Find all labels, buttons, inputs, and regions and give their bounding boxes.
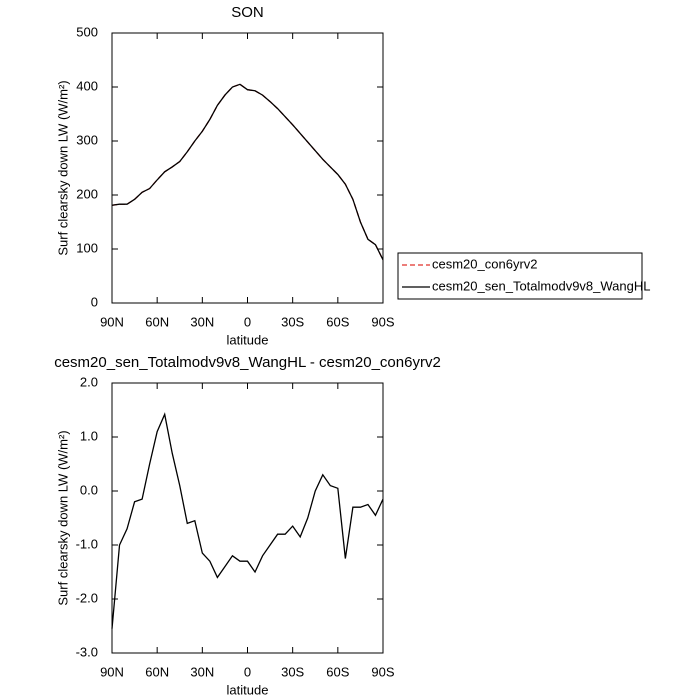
y-tick-label: 100 [76, 240, 98, 255]
y-tick-label: 1.0 [80, 428, 98, 443]
plot-frame [111, 32, 384, 304]
y-axis-label: Surf clearsky down LW (W/m²) [55, 430, 70, 605]
legend-frame [397, 252, 643, 300]
chart-title: cesm20_sen_Totalmodv9v8_WangHL - cesm20_… [54, 354, 441, 371]
x-tick-label: 0 [244, 664, 251, 679]
y-tick-label: 200 [76, 186, 98, 201]
data-line [111, 412, 384, 629]
x-tick-label: 30N [190, 314, 214, 329]
y-axis-label: Surf clearsky down LW (W/m²) [55, 80, 70, 255]
x-tick-label: 30S [281, 314, 304, 329]
y-tick-label: 0 [91, 294, 98, 309]
y-tick-label: 400 [76, 78, 98, 93]
x-tick-label: 60N [145, 664, 169, 679]
x-axis-label: latitude [227, 682, 269, 697]
y-tick-label: 500 [76, 24, 98, 39]
x-tick-label: 0 [244, 314, 251, 329]
y-tick-label: 0.0 [80, 482, 98, 497]
x-tick-label: 60N [145, 314, 169, 329]
y-tick-label: 2.0 [80, 374, 98, 389]
y-tick-label: -3.0 [76, 644, 98, 659]
x-tick-label: 90N [100, 664, 124, 679]
plot-frame [111, 382, 384, 654]
data-line [111, 83, 384, 261]
x-tick-label: 90S [371, 664, 394, 679]
x-tick-label: 90N [100, 314, 124, 329]
y-tick-label: 300 [76, 132, 98, 147]
x-tick-label: 30S [281, 664, 304, 679]
chart-title: SON [231, 4, 264, 21]
y-tick-label: -2.0 [76, 590, 98, 605]
x-tick-label: 60S [326, 314, 349, 329]
y-tick-label: -1.0 [76, 536, 98, 551]
x-tick-label: 90S [371, 314, 394, 329]
legend-label: cesm20_con6yrv2 [432, 256, 538, 271]
x-axis-label: latitude [227, 332, 269, 347]
x-tick-label: 60S [326, 664, 349, 679]
data-line [111, 83, 384, 261]
x-tick-label: 30N [190, 664, 214, 679]
legend-label: cesm20_sen_Totalmodv9v8_WangHL [432, 278, 650, 293]
